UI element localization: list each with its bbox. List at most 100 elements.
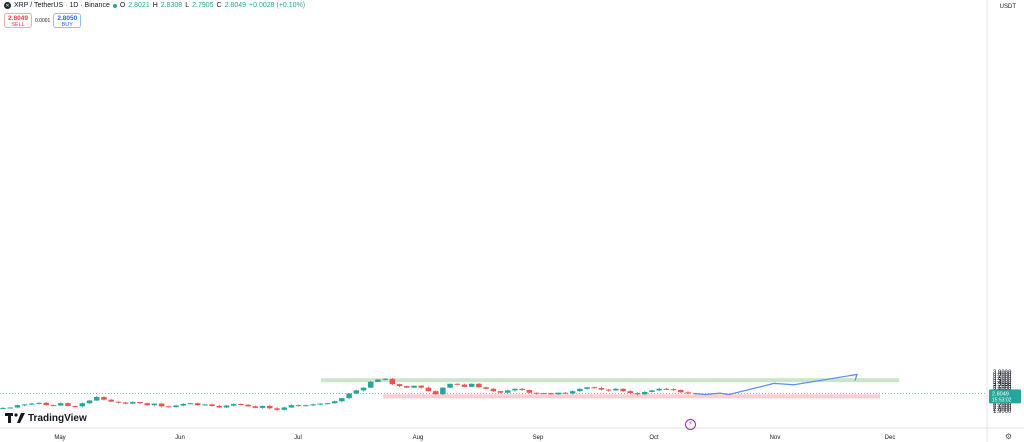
candle-body[interactable]	[562, 392, 569, 394]
candle-body[interactable]	[173, 405, 179, 408]
candle-body[interactable]	[57, 403, 64, 406]
candle-body[interactable]	[375, 379, 381, 382]
candle-body[interactable]	[238, 403, 244, 405]
candle-body[interactable]	[461, 384, 468, 387]
candle-body[interactable]	[0, 407, 6, 409]
candle-body[interactable]	[339, 398, 345, 402]
candle-body[interactable]	[584, 387, 590, 389]
candle-body[interactable]	[43, 402, 50, 406]
candle-body[interactable]	[223, 405, 230, 408]
candle-body[interactable]	[324, 403, 331, 405]
lightning-icon[interactable]: ⚡	[685, 419, 696, 430]
candle-body[interactable]	[21, 404, 28, 406]
candle-body[interactable]	[295, 405, 302, 407]
candle-body[interactable]	[620, 388, 626, 392]
candle-body[interactable]	[605, 389, 612, 391]
candle-body[interactable]	[454, 383, 461, 385]
candle-body[interactable]	[353, 390, 360, 394]
candle-body[interactable]	[267, 405, 273, 409]
candle-body[interactable]	[663, 388, 670, 390]
candle-body[interactable]	[209, 404, 215, 406]
candle-body[interactable]	[569, 391, 576, 394]
candle-body[interactable]	[317, 403, 324, 405]
candle-body[interactable]	[360, 387, 367, 391]
candle-body[interactable]	[548, 393, 554, 395]
candle-body[interactable]	[504, 390, 511, 393]
candle-body[interactable]	[512, 388, 518, 391]
candle-body[interactable]	[29, 403, 35, 405]
candle-body[interactable]	[533, 392, 540, 394]
candle-body[interactable]	[137, 402, 143, 404]
candle-body[interactable]	[281, 407, 287, 410]
candle-body[interactable]	[440, 387, 446, 395]
candle-body[interactable]	[151, 403, 158, 406]
candle-body[interactable]	[7, 407, 13, 409]
candle-body[interactable]	[490, 388, 497, 392]
candle-body[interactable]	[641, 391, 648, 395]
candle-body[interactable]	[230, 403, 237, 406]
candle-body[interactable]	[101, 396, 107, 400]
candle-body[interactable]	[389, 378, 396, 385]
candle-body[interactable]	[468, 383, 475, 387]
candle-body[interactable]	[591, 387, 598, 389]
candle-body[interactable]	[166, 406, 172, 408]
candle-body[interactable]	[122, 402, 129, 404]
candle-body[interactable]	[158, 403, 165, 407]
candle-body[interactable]	[79, 403, 86, 407]
candle-body[interactable]	[245, 404, 251, 407]
candle-body[interactable]	[432, 391, 439, 395]
candle-body[interactable]	[310, 404, 316, 406]
candle-body[interactable]	[36, 402, 42, 404]
candle-body[interactable]	[678, 389, 684, 393]
gear-icon[interactable]: ⚙	[1004, 432, 1012, 441]
support-zone[interactable]	[383, 394, 880, 399]
candle-body[interactable]	[627, 391, 634, 394]
sell-button[interactable]: 2.8049 SELL	[4, 13, 32, 28]
candle-body[interactable]	[144, 403, 150, 406]
candle-body[interactable]	[577, 388, 583, 392]
candle-body[interactable]	[187, 403, 194, 405]
candle-body[interactable]	[108, 399, 114, 402]
candle-body[interactable]	[476, 383, 482, 388]
candle-body[interactable]	[649, 390, 655, 392]
projection-line[interactable]	[693, 373, 858, 396]
candle-body[interactable]	[14, 405, 21, 408]
candle-body[interactable]	[447, 383, 453, 388]
candle-body[interactable]	[411, 385, 417, 388]
candle-body[interactable]	[288, 405, 295, 408]
candle-body[interactable]	[86, 400, 93, 404]
candle-body[interactable]	[418, 385, 424, 388]
candle-body[interactable]	[202, 404, 208, 406]
symbol-title[interactable]: XRP / TetherUS · 1D · Binance	[14, 2, 110, 9]
brand-logo[interactable]: TradingView	[5, 413, 87, 424]
candle-body[interactable]	[274, 408, 280, 410]
candle-body[interactable]	[93, 396, 100, 401]
candle-body[interactable]	[346, 393, 352, 399]
candle-body[interactable]	[130, 402, 136, 404]
candle-body[interactable]	[598, 388, 605, 390]
candle-body[interactable]	[331, 401, 338, 404]
candle-body[interactable]	[425, 387, 432, 392]
candle-body[interactable]	[303, 405, 309, 407]
candle-body[interactable]	[656, 388, 662, 391]
candle-body[interactable]	[497, 391, 504, 393]
candle-body[interactable]	[72, 405, 78, 407]
candle-body[interactable]	[259, 405, 266, 408]
candle-body[interactable]	[670, 389, 677, 391]
candle-body[interactable]	[526, 389, 533, 393]
buy-button[interactable]: 2.8050 BUY	[53, 13, 82, 28]
candle-body[interactable]	[194, 403, 201, 406]
candle-body[interactable]	[65, 403, 71, 406]
candle-body[interactable]	[252, 406, 259, 408]
candle-body[interactable]	[115, 401, 122, 403]
candle-body[interactable]	[367, 381, 374, 388]
currency-label[interactable]: USDT	[999, 4, 1016, 10]
candle-body[interactable]	[613, 388, 619, 391]
candle-body[interactable]	[382, 378, 388, 380]
candle-body[interactable]	[634, 393, 641, 395]
resistance-zone[interactable]	[321, 378, 899, 383]
candle-body[interactable]	[483, 387, 489, 389]
candle-body[interactable]	[180, 403, 187, 406]
candle-body[interactable]	[396, 384, 403, 387]
